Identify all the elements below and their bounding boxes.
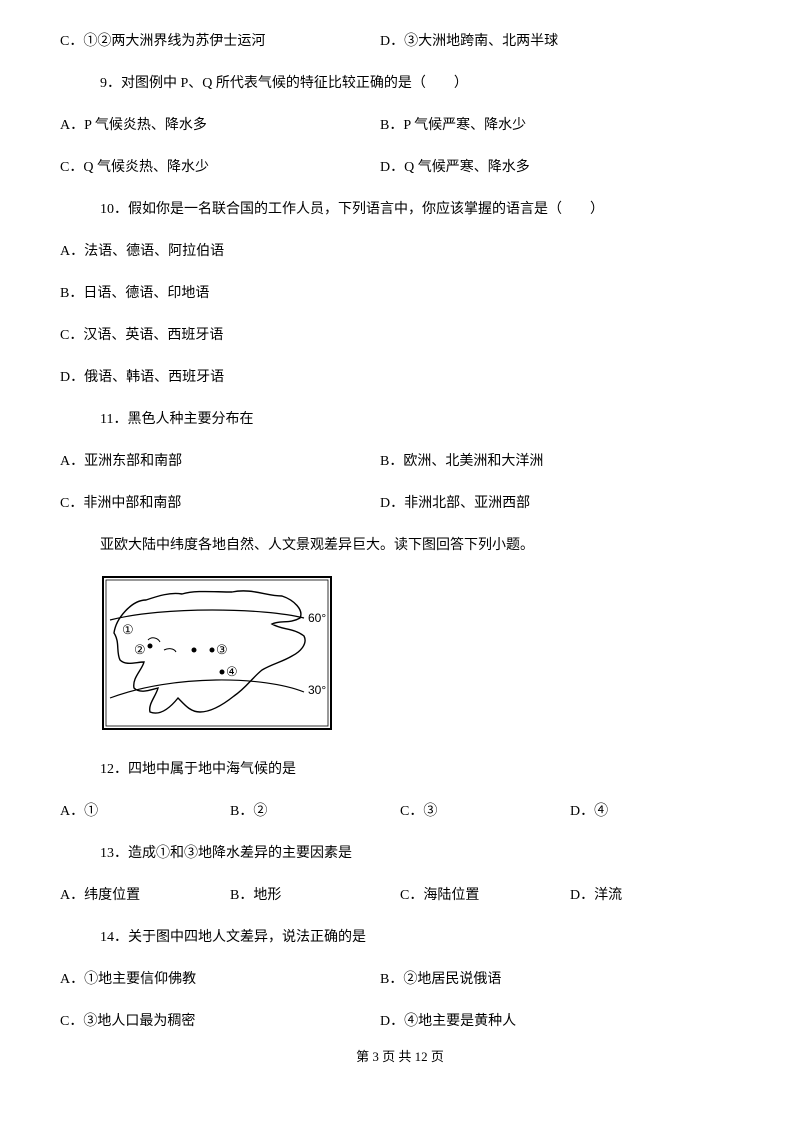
q14-opt-a: A．①地主要信仰佛教 [60,968,380,988]
q12-opt-d: D．④ [570,800,740,820]
q10-opt-d: D．俄语、韩语、西班牙语 [60,366,740,386]
q11-options-cd: C．非洲中部和南部 D．非洲北部、亚洲西部 [60,492,740,512]
q11-opt-c: C．非洲中部和南部 [60,492,380,512]
q13-options: A．纬度位置 B．地形 C．海陆位置 D．洋流 [60,884,740,904]
page-container: C．①②两大洲界线为苏伊士运河 D．③大洲地跨南、北两半球 9．对图例中 P、Q… [0,0,800,1085]
q12-opt-a: A．① [60,800,230,820]
q11-opt-a: A．亚洲东部和南部 [60,450,380,470]
q9-opt-d: D．Q 气候严寒、降水多 [380,156,740,176]
marker-3: ③ [216,642,228,657]
q10-stem: 10．假如你是一名联合国的工作人员，下列语言中，你应该掌握的语言是（ ） [60,198,740,218]
lat-30-label: 30° [308,683,326,697]
q9-opt-b: B．P 气候严寒、降水少 [380,114,740,134]
q9-options-cd: C．Q 气候炎热、降水少 D．Q 气候严寒、降水多 [60,156,740,176]
q8-opt-c: C．①②两大洲界线为苏伊士运河 [60,30,380,50]
q13-stem: 13．造成①和③地降水差异的主要因素是 [60,842,740,862]
q11-opt-d: D．非洲北部、亚洲西部 [380,492,740,512]
q13-opt-a: A．纬度位置 [60,884,230,904]
q9-opt-a: A．P 气候炎热、降水多 [60,114,380,134]
map-svg: 60° 30° ① ② ③ ④ [104,578,330,728]
eurasia-map-figure: 60° 30° ① ② ③ ④ [102,576,332,730]
q10-opt-a: A．法语、德语、阿拉伯语 [60,240,740,260]
marker-1: ① [122,622,134,637]
q12-opt-c: C．③ [400,800,570,820]
marker-4: ④ [226,664,238,679]
q14-stem: 14．关于图中四地人文差异，说法正确的是 [60,926,740,946]
q9-opt-c: C．Q 气候炎热、降水少 [60,156,380,176]
q14-opt-b: B．②地居民说俄语 [380,968,740,988]
q12-opt-b: B．② [230,800,400,820]
q12-stem: 12．四地中属于地中海气候的是 [60,758,740,778]
q11-opt-b: B．欧洲、北美洲和大洋洲 [380,450,740,470]
q13-opt-d: D．洋流 [570,884,740,904]
q14-opt-d: D．④地主要是黄种人 [380,1010,740,1030]
passage-text: 亚欧大陆中纬度各地自然、人文景观差异巨大。读下图回答下列小题。 [60,534,740,554]
q9-stem: 9．对图例中 P、Q 所代表气候的特征比较正确的是（ ） [60,72,740,92]
q14-options-ab: A．①地主要信仰佛教 B．②地居民说俄语 [60,968,740,988]
q11-options-ab: A．亚洲东部和南部 B．欧洲、北美洲和大洋洲 [60,450,740,470]
q14-opt-c: C．③地人口最为稠密 [60,1010,380,1030]
q13-opt-c: C．海陆位置 [400,884,570,904]
q11-stem: 11．黑色人种主要分布在 [60,408,740,428]
marker-2: ② [134,642,146,657]
q12-options: A．① B．② C．③ D．④ [60,800,740,820]
page-footer: 第 3 页 共 12 页 [60,1046,740,1065]
lat-60-label: 60° [308,611,326,625]
q8-options-cd: C．①②两大洲界线为苏伊士运河 D．③大洲地跨南、北两半球 [60,30,740,50]
q9-options-ab: A．P 气候炎热、降水多 B．P 气候严寒、降水少 [60,114,740,134]
q8-opt-d: D．③大洲地跨南、北两半球 [380,30,740,50]
q14-options-cd: C．③地人口最为稠密 D．④地主要是黄种人 [60,1010,740,1030]
q10-opt-b: B．日语、德语、印地语 [60,282,740,302]
q10-opt-c: C．汉语、英语、西班牙语 [60,324,740,344]
q13-opt-b: B．地形 [230,884,400,904]
